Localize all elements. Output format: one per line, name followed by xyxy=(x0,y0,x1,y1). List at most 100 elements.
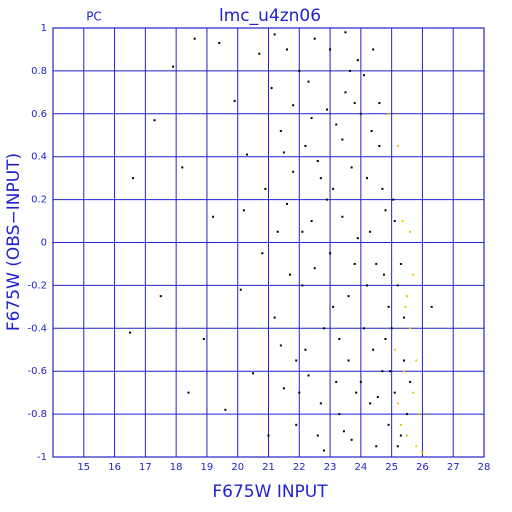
x-tick-label: 21 xyxy=(262,462,275,473)
point xyxy=(273,33,276,36)
point xyxy=(242,209,245,212)
point xyxy=(233,99,236,102)
point xyxy=(325,108,328,111)
point xyxy=(384,338,387,341)
point xyxy=(212,215,215,218)
point xyxy=(347,359,350,362)
point xyxy=(301,284,304,287)
point xyxy=(359,380,362,383)
x-axis-label: F675W INPUT xyxy=(212,482,328,502)
point xyxy=(362,327,365,330)
point xyxy=(396,445,399,448)
point xyxy=(370,129,373,132)
x-tick-label: 18 xyxy=(170,462,183,473)
y-tick-label: 0.4 xyxy=(31,152,47,163)
point xyxy=(202,338,205,341)
x-tick-label: 19 xyxy=(201,462,214,473)
point xyxy=(172,65,175,68)
x-tick-label: 17 xyxy=(139,462,152,473)
point xyxy=(332,305,335,308)
point xyxy=(285,202,288,205)
point xyxy=(285,48,288,51)
x-tick-label: 15 xyxy=(77,462,90,473)
point xyxy=(304,348,307,351)
point xyxy=(402,370,405,373)
point xyxy=(350,166,353,169)
point xyxy=(366,284,369,287)
point xyxy=(153,119,156,122)
point xyxy=(399,262,402,265)
point xyxy=(418,413,421,416)
point xyxy=(270,87,273,90)
point xyxy=(375,262,378,265)
point xyxy=(399,423,402,426)
x-tick-label: 22 xyxy=(293,462,306,473)
point xyxy=(369,402,372,405)
point xyxy=(401,220,404,223)
point xyxy=(409,230,412,233)
point xyxy=(319,177,322,180)
point xyxy=(344,31,347,34)
point xyxy=(279,129,282,132)
point xyxy=(310,117,313,120)
point xyxy=(325,198,328,201)
point xyxy=(319,402,322,405)
point xyxy=(298,69,301,72)
point xyxy=(341,138,344,141)
point xyxy=(372,348,375,351)
point xyxy=(369,230,372,233)
point xyxy=(273,316,276,319)
y-axis-label: F675W (OBS−INPUT) xyxy=(4,153,24,331)
point xyxy=(335,380,338,383)
point xyxy=(415,445,418,448)
point xyxy=(382,273,385,276)
point xyxy=(316,434,319,437)
point xyxy=(384,209,387,212)
point xyxy=(307,80,310,83)
point xyxy=(159,295,162,298)
point xyxy=(310,220,313,223)
point xyxy=(389,370,392,373)
point xyxy=(355,391,358,394)
y-tick-label: -0.6 xyxy=(27,366,47,377)
point xyxy=(387,423,390,426)
point xyxy=(267,434,270,437)
point xyxy=(295,359,298,362)
point xyxy=(282,387,285,390)
point xyxy=(344,91,347,94)
point xyxy=(181,166,184,169)
y-tick-label: 0.2 xyxy=(31,195,47,206)
point xyxy=(187,391,190,394)
point xyxy=(335,123,338,126)
x-tick-label: 25 xyxy=(385,462,398,473)
point xyxy=(378,102,381,105)
y-tick-label: 0.8 xyxy=(31,66,47,77)
point xyxy=(342,430,345,433)
y-tick-label: -0.8 xyxy=(27,409,47,420)
point xyxy=(289,273,292,276)
point xyxy=(409,380,412,383)
point xyxy=(415,359,418,362)
point xyxy=(378,144,381,147)
point xyxy=(396,144,399,147)
point xyxy=(218,42,221,45)
point xyxy=(409,327,412,330)
x-tick-label: 26 xyxy=(416,462,429,473)
point xyxy=(322,327,325,330)
point xyxy=(412,391,415,394)
panel-label: PC xyxy=(86,10,102,24)
point xyxy=(313,267,316,270)
point xyxy=(282,151,285,154)
point xyxy=(301,230,304,233)
point xyxy=(362,74,365,77)
point xyxy=(292,170,295,173)
point xyxy=(392,198,395,201)
point xyxy=(353,262,356,265)
point xyxy=(372,48,375,51)
point xyxy=(316,159,319,162)
point xyxy=(356,59,359,62)
point xyxy=(298,391,301,394)
point xyxy=(239,288,242,291)
